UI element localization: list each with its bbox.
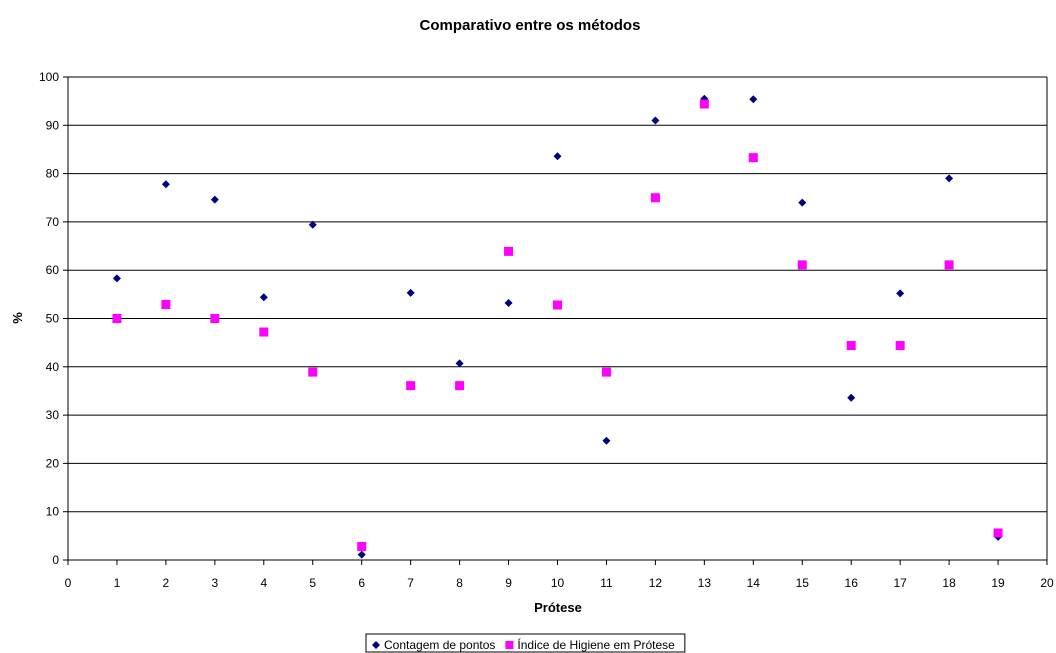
data-point-contagem xyxy=(504,299,513,308)
x-tick-label: 15 xyxy=(796,576,810,590)
data-point-contagem xyxy=(896,289,905,298)
data-point-indice xyxy=(748,153,758,163)
data-point-indice xyxy=(601,367,611,377)
legend-marker-contagem xyxy=(372,641,380,649)
legend-label-indice: Índice de Higiene em Prótese xyxy=(517,637,675,652)
data-point-indice xyxy=(161,299,171,309)
data-point-contagem xyxy=(749,95,758,104)
x-tick-label: 5 xyxy=(309,576,316,590)
legend-label-contagem: Contagem de pontos xyxy=(384,638,495,652)
y-tick-label: 20 xyxy=(46,456,60,470)
x-tick-label: 1 xyxy=(114,576,121,590)
data-point-contagem xyxy=(602,436,611,445)
x-tick-label: 9 xyxy=(505,576,512,590)
data-point-contagem xyxy=(945,174,954,183)
data-point-contagem xyxy=(798,198,807,207)
x-tick-label: 13 xyxy=(698,576,712,590)
x-tick-label: 14 xyxy=(747,576,761,590)
data-point-contagem xyxy=(847,393,856,402)
x-tick-label: 8 xyxy=(456,576,463,590)
x-tick-label: 3 xyxy=(212,576,219,590)
x-tick-label: 12 xyxy=(649,576,663,590)
y-tick-label: 50 xyxy=(46,312,60,326)
legend-marker-indice xyxy=(505,641,514,649)
data-point-contagem xyxy=(406,288,415,297)
data-point-indice xyxy=(504,246,514,256)
y-tick-label: 30 xyxy=(46,408,60,422)
x-tick-label: 4 xyxy=(260,576,267,590)
data-point-indice xyxy=(993,528,1003,538)
data-point-indice xyxy=(112,314,122,323)
data-point-contagem xyxy=(357,550,366,559)
data-point-indice xyxy=(553,300,562,310)
y-tick-label: 90 xyxy=(46,118,60,132)
data-point-contagem xyxy=(553,152,562,161)
data-point-indice xyxy=(944,260,954,270)
x-tick-label: 17 xyxy=(893,576,907,590)
x-tick-label: 7 xyxy=(407,576,414,590)
x-tick-label: 6 xyxy=(358,576,365,590)
data-point-indice xyxy=(210,314,220,323)
data-point-contagem xyxy=(651,116,660,125)
data-point-indice xyxy=(650,193,660,203)
data-point-indice xyxy=(846,341,856,351)
x-tick-label: 20 xyxy=(1040,576,1054,590)
data-point-indice xyxy=(455,381,465,391)
data-point-contagem xyxy=(455,359,464,368)
y-axis-title: % xyxy=(10,312,25,324)
data-point-indice xyxy=(797,260,807,270)
y-tick-label: 60 xyxy=(46,263,60,277)
legend-box xyxy=(365,633,686,653)
x-tick-label: 10 xyxy=(551,576,565,590)
y-tick-label: 80 xyxy=(46,167,60,181)
data-point-contagem xyxy=(161,180,170,189)
y-tick-label: 100 xyxy=(39,70,59,84)
y-tick-label: 10 xyxy=(46,505,60,519)
x-tick-label: 0 xyxy=(65,576,72,590)
data-point-contagem xyxy=(308,220,317,229)
legend: Contagem de pontos Índice de Higiene em P… xyxy=(365,633,686,653)
x-tick-label: 18 xyxy=(942,576,956,590)
x-tick-label: 16 xyxy=(845,576,859,590)
data-point-indice xyxy=(308,367,318,377)
data-point-contagem xyxy=(210,195,219,204)
chart-title: Comparativo entre os métodos xyxy=(420,17,641,34)
data-point-contagem xyxy=(259,293,268,302)
y-tick-label: 40 xyxy=(46,360,60,374)
data-point-indice xyxy=(259,327,269,337)
data-point-indice xyxy=(357,541,367,551)
y-tick-label: 0 xyxy=(52,553,59,567)
data-point-contagem xyxy=(112,274,121,283)
data-point-indice xyxy=(895,341,905,351)
y-tick-label: 70 xyxy=(46,215,60,229)
x-axis-title: Prótese xyxy=(534,600,582,615)
data-point-indice xyxy=(699,99,709,109)
x-tick-label: 2 xyxy=(163,576,170,590)
x-tick-label: 11 xyxy=(600,576,613,590)
data-point-indice xyxy=(406,381,416,391)
x-tick-label: 19 xyxy=(991,576,1005,590)
